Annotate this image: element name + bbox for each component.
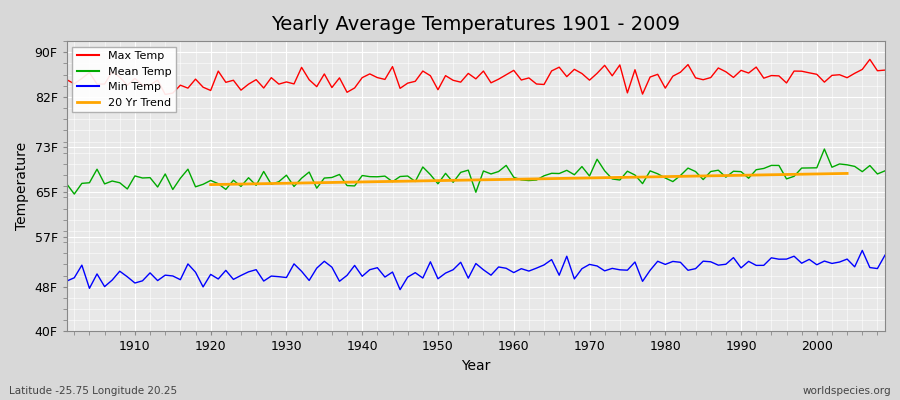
Y-axis label: Temperature: Temperature <box>15 142 29 230</box>
X-axis label: Year: Year <box>461 359 491 373</box>
Max Temp <box>122 83 132 88</box>
Mean Temp <box>69 192 80 196</box>
Mean Temp <box>61 182 72 186</box>
Max Temp <box>296 65 307 70</box>
Min Temp <box>607 266 617 271</box>
Min Temp <box>122 274 132 279</box>
Min Temp <box>879 253 890 258</box>
20 Yr Trend <box>425 178 436 183</box>
Line: Min Temp: Min Temp <box>67 250 885 290</box>
Line: Mean Temp: Mean Temp <box>67 149 885 194</box>
Max Temp <box>607 73 617 78</box>
20 Yr Trend <box>311 180 322 185</box>
20 Yr Trend <box>395 179 406 184</box>
20 Yr Trend <box>205 182 216 187</box>
Max Temp <box>160 92 171 97</box>
Mean Temp <box>607 176 617 181</box>
Mean Temp <box>508 175 519 180</box>
Min Temp <box>857 248 868 253</box>
Title: Yearly Average Temperatures 1901 - 2009: Yearly Average Temperatures 1901 - 2009 <box>272 15 680 34</box>
Min Temp <box>334 279 345 284</box>
Text: Latitude -25.75 Longitude 20.25: Latitude -25.75 Longitude 20.25 <box>9 386 177 396</box>
20 Yr Trend <box>524 177 535 182</box>
Max Temp <box>61 77 72 82</box>
Line: 20 Yr Trend: 20 Yr Trend <box>211 174 847 184</box>
Min Temp <box>395 287 406 292</box>
Max Temp <box>864 57 875 62</box>
20 Yr Trend <box>842 171 852 176</box>
Mean Temp <box>342 183 353 188</box>
Min Temp <box>508 270 519 275</box>
20 Yr Trend <box>402 179 413 184</box>
Mean Temp <box>879 168 890 173</box>
Min Temp <box>289 262 300 266</box>
Mean Temp <box>819 147 830 152</box>
Min Temp <box>516 266 526 271</box>
Mean Temp <box>130 174 140 178</box>
Text: worldspecies.org: worldspecies.org <box>803 386 891 396</box>
Max Temp <box>516 78 526 82</box>
Mean Temp <box>296 176 307 180</box>
Mean Temp <box>516 178 526 182</box>
Max Temp <box>879 68 890 72</box>
Legend: Max Temp, Mean Temp, Min Temp, 20 Yr Trend: Max Temp, Mean Temp, Min Temp, 20 Yr Tre… <box>72 47 176 112</box>
Line: Max Temp: Max Temp <box>67 59 885 94</box>
Max Temp <box>342 90 353 95</box>
Max Temp <box>508 68 519 73</box>
20 Yr Trend <box>804 172 814 176</box>
Min Temp <box>61 279 72 284</box>
